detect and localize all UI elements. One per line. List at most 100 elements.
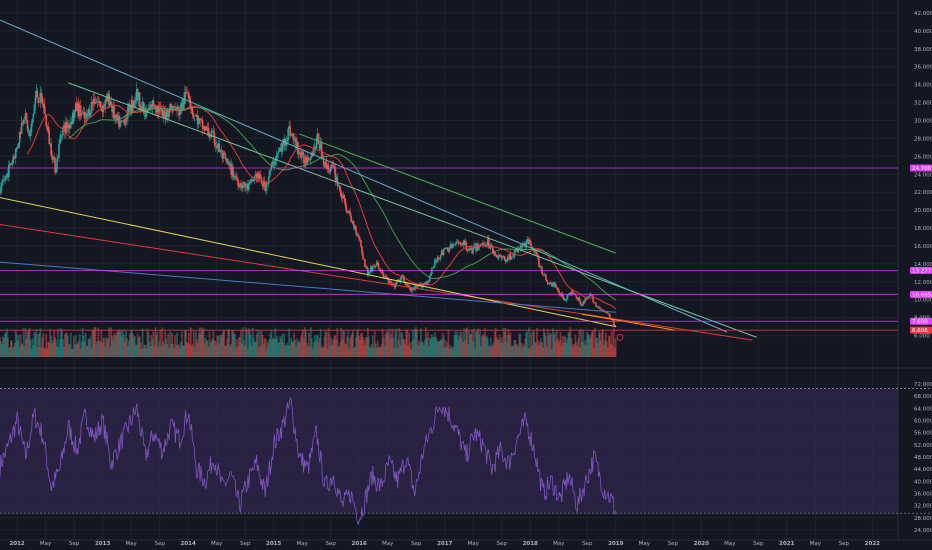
candle-body[interactable] xyxy=(604,311,606,313)
candle-body[interactable] xyxy=(443,248,446,249)
candle-body[interactable] xyxy=(550,283,553,287)
candle-body[interactable] xyxy=(145,110,148,117)
candle-body[interactable] xyxy=(542,273,544,275)
candle-body[interactable] xyxy=(441,250,444,255)
candle-body[interactable] xyxy=(551,282,554,287)
candle-body[interactable] xyxy=(165,116,168,119)
candle-body[interactable] xyxy=(505,261,508,262)
candle-body[interactable] xyxy=(381,270,384,274)
candle-body[interactable] xyxy=(559,294,562,296)
candle-body[interactable] xyxy=(525,241,527,248)
candle-body[interactable] xyxy=(208,135,211,138)
candle-body[interactable] xyxy=(347,210,349,213)
candle-body[interactable] xyxy=(36,90,39,98)
candle-body[interactable] xyxy=(415,286,417,288)
candle-body[interactable] xyxy=(69,123,71,129)
candle-body[interactable] xyxy=(558,292,561,295)
candle-body[interactable] xyxy=(112,105,114,113)
candle-body[interactable] xyxy=(37,97,40,103)
candle-body[interactable] xyxy=(286,140,288,141)
candle-body[interactable] xyxy=(205,126,208,131)
candle-body[interactable] xyxy=(17,142,20,147)
candle-body[interactable] xyxy=(303,154,305,164)
candle-body[interactable] xyxy=(459,243,462,245)
candle-body[interactable] xyxy=(499,255,502,257)
candle-body[interactable] xyxy=(403,277,406,282)
candle-body[interactable] xyxy=(104,100,107,108)
candle-body[interactable] xyxy=(336,176,339,186)
candle-body[interactable] xyxy=(162,110,165,117)
candle-body[interactable] xyxy=(342,195,345,199)
candle-body[interactable] xyxy=(136,89,139,100)
candle-body[interactable] xyxy=(556,287,559,290)
candle-body[interactable] xyxy=(239,183,241,188)
candle-body[interactable] xyxy=(275,156,278,161)
candle-body[interactable] xyxy=(548,282,551,284)
candle-body[interactable] xyxy=(323,164,326,167)
candle-body[interactable] xyxy=(308,157,310,160)
candle-body[interactable] xyxy=(608,313,611,319)
candle-body[interactable] xyxy=(58,143,60,158)
candle-body[interactable] xyxy=(345,205,348,211)
candle-body[interactable] xyxy=(216,145,219,149)
candle-body[interactable] xyxy=(12,156,15,160)
candle-body[interactable] xyxy=(317,133,320,145)
candle-body[interactable] xyxy=(123,119,125,121)
candle-body[interactable] xyxy=(181,103,183,110)
candle-body[interactable] xyxy=(315,136,318,149)
candle-body[interactable] xyxy=(535,249,537,253)
candle-body[interactable] xyxy=(129,103,131,113)
candle-body[interactable] xyxy=(469,247,471,249)
candle-body[interactable] xyxy=(432,266,435,268)
candle-body[interactable] xyxy=(3,179,5,181)
candle-body[interactable] xyxy=(259,174,262,179)
candle-body[interactable] xyxy=(360,240,362,247)
candle-body[interactable] xyxy=(516,248,519,253)
candle-body[interactable] xyxy=(150,104,153,109)
candle-body[interactable] xyxy=(240,183,242,187)
candle-body[interactable] xyxy=(253,175,256,180)
candle-body[interactable] xyxy=(520,245,523,248)
candle-body[interactable] xyxy=(121,120,123,122)
candle-body[interactable] xyxy=(442,248,445,255)
candle-body[interactable] xyxy=(377,263,380,269)
candle-body[interactable] xyxy=(133,101,136,104)
candle-body[interactable] xyxy=(138,92,141,108)
candle-body[interactable] xyxy=(24,113,27,120)
candle-body[interactable] xyxy=(579,300,582,305)
candle-body[interactable] xyxy=(405,284,407,285)
candle-body[interactable] xyxy=(180,103,182,112)
candle-body[interactable] xyxy=(472,247,474,254)
candle-body[interactable] xyxy=(543,274,545,275)
candle-body[interactable] xyxy=(173,106,175,108)
candle-body[interactable] xyxy=(134,98,137,102)
candle-body[interactable] xyxy=(7,173,9,177)
candle-body[interactable] xyxy=(132,103,135,108)
candle-body[interactable] xyxy=(221,150,224,159)
candle-body[interactable] xyxy=(356,234,358,235)
candle-body[interactable] xyxy=(39,92,42,103)
trendline[interactable] xyxy=(299,133,616,254)
candle-body[interactable] xyxy=(60,135,62,139)
candle-body[interactable] xyxy=(195,115,198,116)
candle-body[interactable] xyxy=(103,105,106,108)
candle-body[interactable] xyxy=(410,289,412,292)
candle-body[interactable] xyxy=(534,249,536,252)
candle-body[interactable] xyxy=(474,244,476,246)
candle-body[interactable] xyxy=(577,297,580,300)
candle-body[interactable] xyxy=(496,257,499,259)
candle-body[interactable] xyxy=(222,152,225,159)
candle-body[interactable] xyxy=(82,111,85,113)
candle-body[interactable] xyxy=(388,280,391,283)
candle-body[interactable] xyxy=(504,259,507,262)
candle-body[interactable] xyxy=(574,294,577,296)
candle-body[interactable] xyxy=(476,243,478,251)
candle-body[interactable] xyxy=(467,250,469,252)
candle-body[interactable] xyxy=(406,284,408,286)
candle-body[interactable] xyxy=(455,242,458,245)
candle-body[interactable] xyxy=(93,99,96,103)
candle-body[interactable] xyxy=(158,107,161,113)
candle-body[interactable] xyxy=(463,240,466,245)
candle-body[interactable] xyxy=(2,179,4,183)
